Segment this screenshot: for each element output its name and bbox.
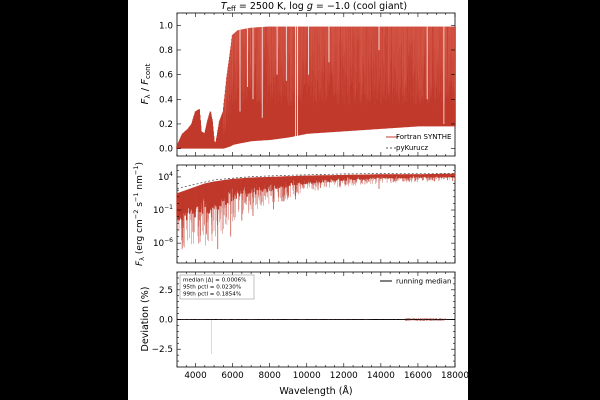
x-tick-label: 14000 — [367, 371, 395, 381]
x-tick-label: 4000 — [184, 371, 207, 381]
panel1-ytick-label: 1.0 — [159, 21, 173, 31]
panel1-ytick-label: 0.6 — [159, 71, 173, 81]
panel3-axes: 4000 6000 8000 10000 12000 14000 16000 18000 −2.… — [152, 272, 469, 381]
panel1-ytick-label: 0.0 — [159, 145, 173, 155]
figure-title: Teff = 2500 K, log g = −1.0 (cool giant) — [221, 1, 407, 13]
panel3-ytick-label: 0.0 — [159, 316, 173, 326]
panel3-ylabel: Deviation (%) — [140, 287, 151, 352]
x-tick-label: 6000 — [221, 371, 244, 381]
stat-95th-pctl: 95th pctl = 0.0230% — [183, 285, 241, 291]
legend-label-pykurucz: pyKurucz — [396, 144, 428, 152]
normalized-flux-panel: 0.0 0.2 0.4 0.6 0.8 1.0 Fλ / Fcont Fortran SY… — [140, 12, 456, 157]
panel2-data-layer — [176, 172, 456, 250]
panel2-ytick-label: 104 — [158, 171, 173, 183]
panel1-data-layer — [176, 26, 456, 149]
stats-box: median |Δ| = 0.0006% 95th pctl = 0.0230%… — [179, 274, 255, 300]
x-tick-label: 10000 — [293, 371, 321, 381]
panel1-axes: 0.0 0.2 0.4 0.6 0.8 1.0 — [159, 13, 456, 156]
title-logg-value: = −1.0 (cool giant) — [313, 1, 407, 12]
series-running-median — [176, 318, 456, 321]
x-tick-label: 12000 — [330, 371, 358, 381]
panel2-ytick-label: 10−1 — [153, 204, 173, 216]
stat-median: median |Δ| = 0.0006% — [183, 278, 246, 284]
panel1-legend: Fortran SYNTHE pyKurucz — [386, 133, 451, 152]
panel1-ytick-label: 0.2 — [159, 120, 173, 130]
panel1-ytick-label: 0.8 — [159, 46, 173, 56]
panel3-ytick-label: −2.5 — [152, 345, 173, 355]
x-tick-label: 16000 — [404, 371, 432, 381]
figure-canvas: Teff = 2500 K, log g = −1.0 (cool giant)… — [128, 0, 469, 400]
title-logg-symbol: g — [307, 1, 313, 12]
series-absolute-flux-lines — [176, 173, 456, 250]
legend-label-running-median: running median — [396, 278, 451, 286]
title-teff-subscript: eff — [227, 5, 236, 13]
legend-label-fortran-synthe: Fortran SYNTHE — [396, 133, 451, 141]
title-teff-value: = 2500 K, log — [236, 1, 307, 12]
stat-99th-pctl: 99th pctl = 0.1854% — [183, 292, 241, 298]
panel3-ytick-label: 2.5 — [159, 286, 173, 296]
absolute-flux-panel: 10−6 10−1 104 Fλ (erg cm−2 s−1 nm−1) — [132, 162, 456, 266]
panel3-legend: running median — [380, 278, 451, 286]
x-axis-label: Wavelength (Å) — [279, 385, 352, 397]
panel2-axes: 10−6 10−1 104 — [153, 165, 456, 263]
panel1-ylabel: Fλ / Fcont — [140, 63, 152, 104]
panel1-ytick-label: 0.4 — [159, 95, 173, 105]
panel2-ytick-label: 10−6 — [153, 237, 173, 249]
spectrum-comparison-figure: Teff = 2500 K, log g = −1.0 (cool giant)… — [132, 1, 469, 397]
x-tick-label: 18000 — [441, 371, 468, 381]
x-tick-label: 8000 — [258, 371, 281, 381]
panel2-ylabel: Fλ (erg cm−2 s−1 nm−1) — [132, 162, 146, 266]
stats-box-frame — [179, 274, 255, 300]
series-line-structure — [223, 26, 455, 134]
series-pykurucz-continuum — [176, 172, 455, 189]
title-teff-symbol: T — [221, 1, 228, 12]
deviation-panel: 4000 6000 8000 10000 12000 14000 16000 18000 −2.… — [140, 271, 469, 381]
